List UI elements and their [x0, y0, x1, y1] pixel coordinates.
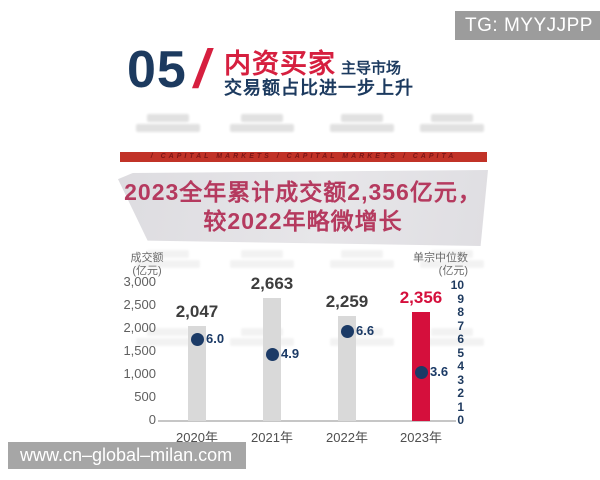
left-axis-tick: 0 [148, 412, 156, 427]
title-main: 内资买家 [224, 49, 336, 79]
watermark-logo [228, 112, 296, 134]
telegram-badge: TG: MYYJJPP [455, 11, 600, 40]
median-dot-label: 3.6 [430, 364, 449, 380]
page-subtitle: 交易额占比进一步上升 [224, 78, 414, 98]
right-axis-tick: 1 [457, 399, 464, 414]
left-axis-title: 成交额 (亿元) [130, 252, 164, 277]
section-number: 05 [127, 41, 187, 99]
x-axis-label: 2021年 [251, 430, 293, 445]
right-axis-tick: 8 [457, 305, 464, 319]
headline-line2: 较2022年略微增长 [203, 208, 403, 234]
left-axis-tick: 2,500 [123, 297, 156, 312]
left-axis-tick: 2,000 [123, 320, 156, 335]
right-axis-tick: 5 [457, 345, 464, 360]
x-axis-line [158, 420, 456, 422]
page-title: 内资买家 主导市场 [224, 42, 401, 81]
left-axis-tick: 3,000 [123, 274, 156, 289]
watermark-logo [228, 326, 296, 348]
bar-value-label: 2,047 [175, 302, 219, 322]
capital-markets-ribbon: / CAPITAL MARKETS / CAPITAL MARKETS / CA… [120, 152, 487, 162]
median-dot [190, 332, 204, 346]
right-axis-tick: 10 [450, 278, 464, 292]
left-axis-tick: 1,500 [123, 343, 156, 358]
watermark-logo [328, 112, 396, 134]
median-dot-label: 6.6 [356, 323, 375, 339]
bar-value-label: 2,259 [325, 292, 369, 312]
right-axis-tick: 0 [457, 413, 464, 427]
right-axis-tick: 9 [457, 291, 464, 306]
right-axis-title: 单宗中位数 (亿元) [413, 252, 468, 277]
right-axis-tick: 4 [457, 359, 464, 373]
watermark-logo [134, 326, 202, 348]
bar [338, 316, 356, 421]
bar-value-label: 2,356 [399, 287, 443, 307]
x-axis-label: 2023年 [400, 430, 442, 445]
median-dot-label: 4.9 [281, 346, 300, 362]
slash-decoration: / [194, 39, 210, 99]
median-dot [414, 365, 428, 379]
x-axis-label: 2020年 [176, 430, 218, 445]
median-dot-label: 6.0 [206, 331, 225, 347]
watermark-logo [418, 248, 486, 270]
watermark-logo [228, 248, 296, 270]
median-dot [265, 347, 279, 361]
watermark-logo [328, 248, 396, 270]
left-axis-tick: 1,000 [123, 366, 156, 381]
watermark-logo [328, 326, 396, 348]
watermark-logo [134, 248, 202, 270]
headline-banner [118, 170, 488, 246]
watermark-logo [418, 326, 486, 348]
website-watermark: www.cn–global–milan.com [8, 442, 246, 469]
right-axis-tick: 3 [457, 372, 464, 387]
watermark-logo [418, 112, 486, 134]
title-suffix: 主导市场 [341, 60, 402, 77]
right-axis-tick: 2 [457, 386, 464, 400]
right-axis-tick: 6 [457, 332, 464, 346]
watermark-logo [134, 112, 202, 134]
bar [188, 326, 206, 421]
bar-value-label: 2,663 [250, 273, 294, 293]
right-axis-tick: 7 [457, 318, 464, 333]
x-axis-label: 2022年 [326, 430, 368, 445]
median-dot [340, 324, 354, 338]
left-axis-tick: 500 [134, 389, 156, 404]
headline-text: 2023全年累计成交额2,356亿元， 较2022年略微增长 [118, 178, 488, 236]
headline-line1: 2023全年累计成交额2,356亿元， [124, 179, 482, 205]
